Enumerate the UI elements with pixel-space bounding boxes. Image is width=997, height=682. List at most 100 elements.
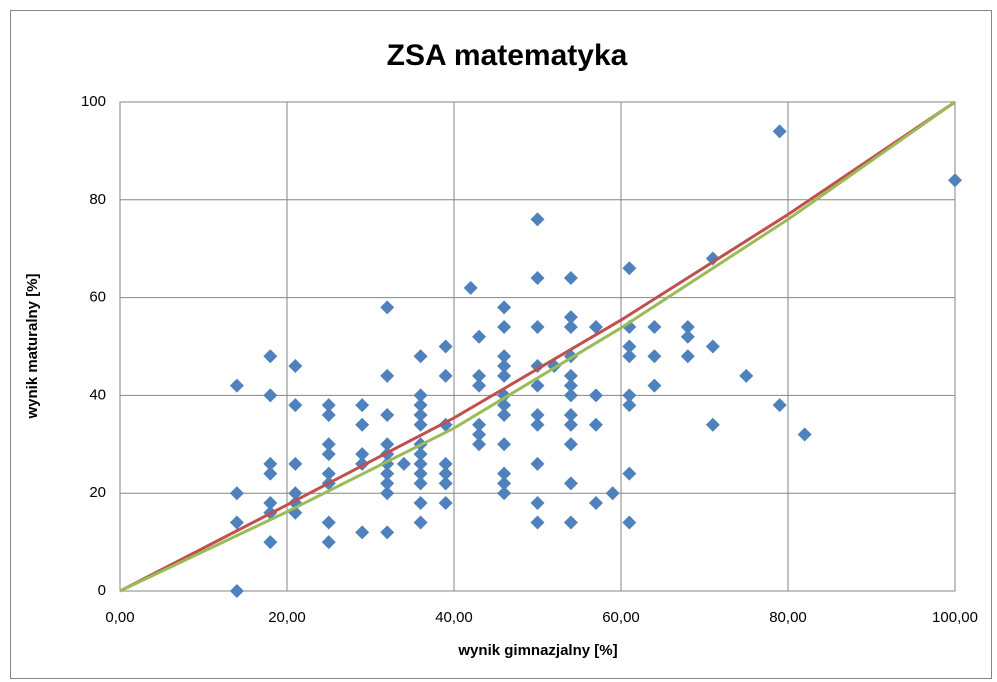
data-point <box>321 437 336 452</box>
data-point <box>622 261 637 276</box>
data-point <box>797 427 812 442</box>
y-tick-label: 40 <box>89 386 106 403</box>
data-point <box>530 456 545 471</box>
y-tick-label: 80 <box>89 191 106 208</box>
data-point <box>396 456 411 471</box>
data-point <box>563 319 578 334</box>
data-point <box>413 476 428 491</box>
data-point <box>563 310 578 325</box>
data-point <box>563 378 578 393</box>
data-point <box>229 378 244 393</box>
data-point <box>647 349 662 364</box>
data-point <box>622 398 637 413</box>
data-point <box>288 486 303 501</box>
data-point <box>647 319 662 334</box>
data-point <box>413 466 428 481</box>
data-point <box>321 535 336 550</box>
data-point <box>772 398 787 413</box>
data-point <box>413 398 428 413</box>
data-point <box>647 378 662 393</box>
data-point <box>229 515 244 530</box>
data-point <box>530 212 545 227</box>
data-point <box>497 486 512 501</box>
data-point <box>563 417 578 432</box>
data-point <box>472 417 487 432</box>
data-point <box>497 368 512 383</box>
data-point <box>497 319 512 334</box>
data-point <box>413 515 428 530</box>
data-point <box>413 417 428 432</box>
data-point <box>413 407 428 422</box>
data-point <box>413 447 428 462</box>
data-point <box>563 368 578 383</box>
data-point <box>588 495 603 510</box>
data-point <box>772 124 787 139</box>
data-point <box>472 427 487 442</box>
data-point <box>355 447 370 462</box>
data-point <box>497 359 512 374</box>
data-point <box>438 456 453 471</box>
data-point <box>438 476 453 491</box>
chart-frame <box>10 10 992 679</box>
data-point <box>530 407 545 422</box>
data-point <box>263 456 278 471</box>
data-point <box>355 398 370 413</box>
data-point <box>622 515 637 530</box>
data-point <box>321 447 336 462</box>
data-point <box>288 359 303 374</box>
data-point <box>680 349 695 364</box>
data-point <box>680 319 695 334</box>
data-point <box>497 349 512 364</box>
data-point <box>497 466 512 481</box>
data-point <box>463 280 478 295</box>
y-tick-label: 60 <box>89 289 106 306</box>
data-point <box>705 251 720 266</box>
data-point <box>413 495 428 510</box>
data-point <box>380 525 395 540</box>
data-point <box>705 417 720 432</box>
x-tick-label: 20,00 <box>268 609 306 626</box>
data-point <box>472 437 487 452</box>
y-tick-label: 0 <box>98 582 106 599</box>
trend-line <box>119 100 956 593</box>
data-point <box>380 466 395 481</box>
data-point <box>563 515 578 530</box>
data-point <box>588 417 603 432</box>
data-point <box>263 495 278 510</box>
data-point <box>530 495 545 510</box>
data-point <box>497 407 512 422</box>
data-point <box>530 515 545 530</box>
x-tick-label: 100,00 <box>932 609 978 626</box>
data-point <box>622 349 637 364</box>
data-point <box>438 495 453 510</box>
data-point <box>438 368 453 383</box>
data-point <box>563 407 578 422</box>
data-point <box>413 456 428 471</box>
data-point <box>438 339 453 354</box>
data-point <box>355 525 370 540</box>
data-point <box>380 407 395 422</box>
data-point <box>497 476 512 491</box>
data-point <box>622 466 637 481</box>
data-point <box>588 319 603 334</box>
data-point <box>413 388 428 403</box>
data-point <box>321 466 336 481</box>
x-axis-label: wynik gimnazjalny [%] <box>457 642 617 659</box>
data-point <box>563 437 578 452</box>
x-tick-label: 40,00 <box>435 609 473 626</box>
data-point <box>229 486 244 501</box>
data-point <box>263 535 278 550</box>
data-point <box>263 388 278 403</box>
y-tick-label: 100 <box>81 93 106 110</box>
data-point <box>497 300 512 315</box>
data-point <box>321 515 336 530</box>
data-point <box>380 437 395 452</box>
plot-frame <box>119 101 956 592</box>
data-point <box>605 486 620 501</box>
data-point <box>413 349 428 364</box>
data-point <box>380 300 395 315</box>
data-point <box>438 466 453 481</box>
x-tick-label: 80,00 <box>769 609 807 626</box>
data-point <box>472 378 487 393</box>
